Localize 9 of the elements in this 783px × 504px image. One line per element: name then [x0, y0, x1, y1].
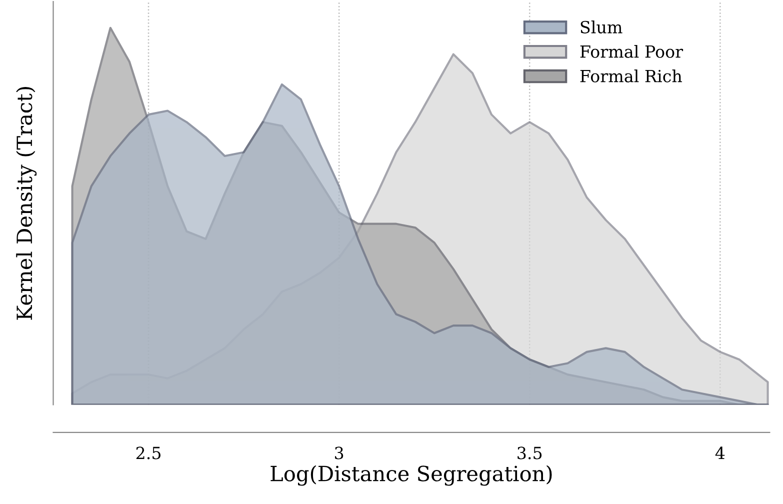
legend-label: Formal Rich [580, 69, 682, 82]
x-tick-label: 3 [335, 446, 344, 460]
x-tick-label: 4 [715, 446, 725, 460]
x-tick-label: 2.5 [136, 446, 160, 460]
legend-label: Slum [580, 20, 622, 34]
x-axis-title: Log(Distance Segregation) [270, 465, 552, 486]
x-tick-label: 3.5 [518, 446, 542, 460]
y-axis-title: Kernel Density (Tract) [16, 87, 37, 320]
legend-label: Formal Poor [580, 45, 684, 58]
